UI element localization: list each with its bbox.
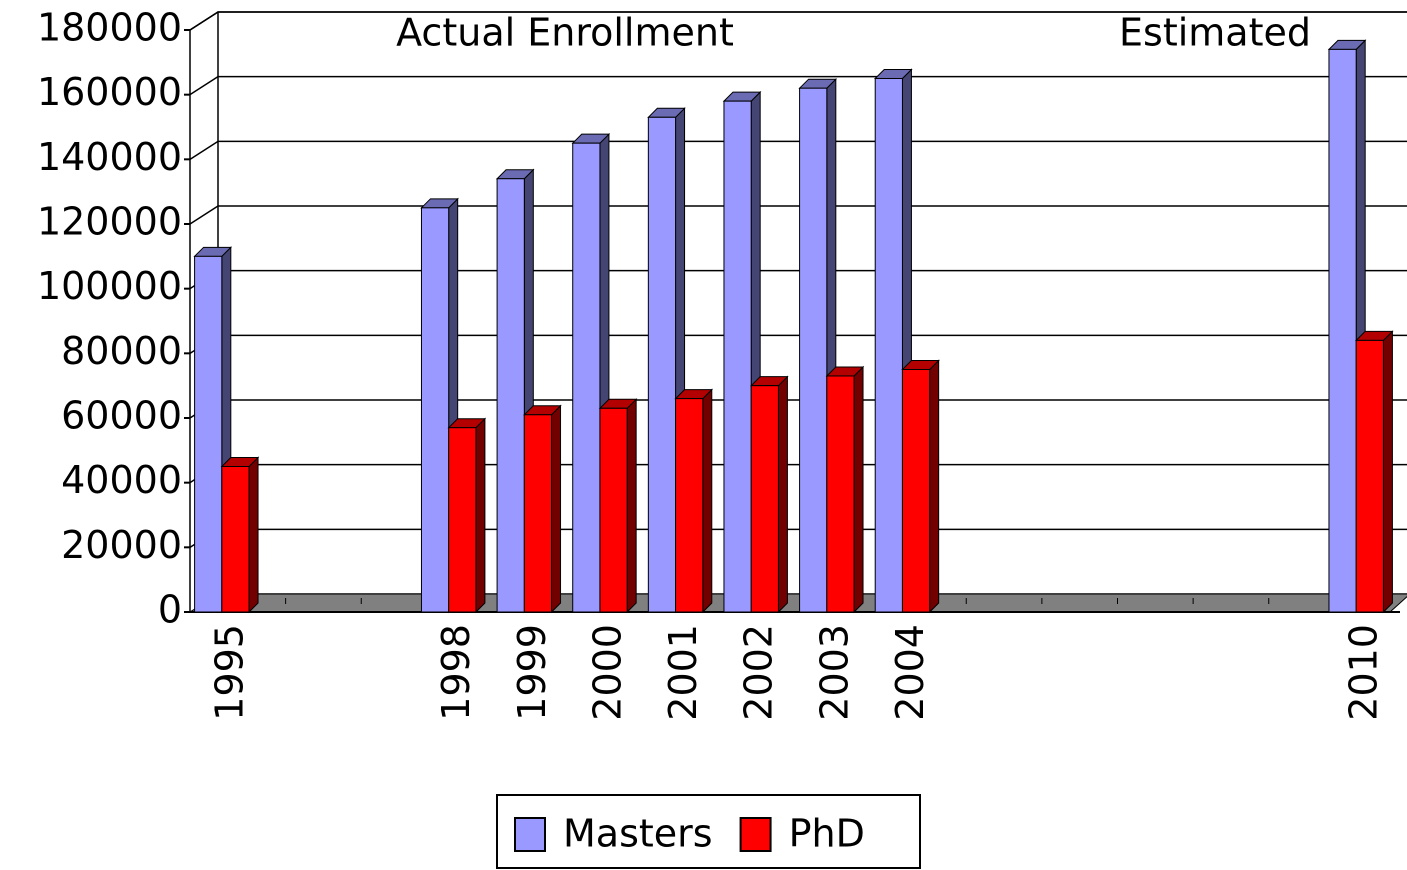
bar-side [777, 375, 788, 614]
x-tick-label: 2003 [812, 624, 856, 721]
bar [523, 414, 553, 613]
x-tick-label: 2002 [737, 624, 781, 721]
annotation: Actual Enrollment [396, 11, 734, 55]
x-tick-label: 1995 [207, 624, 251, 721]
legend-label: Masters [563, 812, 713, 856]
bar [496, 178, 525, 613]
legend-label: PhD [789, 812, 865, 856]
y-tick-label: 60000 [61, 394, 182, 438]
y-tick-label: 0 [158, 588, 182, 632]
bar-side [626, 398, 637, 614]
bar [448, 427, 477, 613]
bar [599, 407, 628, 613]
y-tick-label: 80000 [61, 329, 182, 373]
bar [1328, 48, 1357, 613]
legend-box [496, 794, 921, 869]
bar-side [702, 388, 713, 614]
legend-swatch [514, 817, 546, 852]
bar [572, 142, 601, 613]
y-tick-label: 180000 [37, 6, 182, 50]
grid-line [189, 205, 219, 225]
x-tick-label: 2010 [1342, 624, 1386, 721]
x-tick-label: 1998 [434, 624, 478, 721]
x-tick-label: 2000 [585, 624, 629, 721]
bar [799, 87, 828, 613]
bar [826, 375, 855, 613]
y-tick-label: 140000 [37, 135, 182, 179]
bar-side [929, 359, 940, 614]
bar [647, 116, 677, 613]
y-tick-label: 40000 [61, 458, 182, 502]
bar [723, 100, 752, 613]
legend-swatch [739, 817, 772, 852]
y-tick-label: 120000 [37, 200, 182, 244]
x-tick-label: 2001 [661, 624, 705, 721]
bar [750, 385, 779, 613]
grid-line [189, 76, 219, 96]
bar-side [475, 417, 486, 614]
bar-side [853, 365, 864, 614]
bar [221, 466, 250, 613]
bar [874, 78, 903, 613]
grid-line [189, 11, 219, 31]
bar [194, 255, 223, 613]
floor [188, 593, 1407, 613]
bar-side [1382, 330, 1393, 614]
bar [675, 398, 704, 613]
x-tick-label: 2004 [888, 624, 932, 721]
annotation: Estimated [1119, 11, 1311, 55]
bar-side [248, 456, 259, 614]
bar [1355, 339, 1384, 613]
bar-side [551, 404, 562, 614]
y-tick-label: 100000 [37, 264, 182, 308]
grid-line [189, 140, 219, 160]
x-tick-label: 1999 [510, 624, 554, 721]
bar [901, 369, 931, 613]
bar [420, 207, 450, 613]
y-tick-label: 160000 [37, 70, 182, 114]
y-tick-label: 20000 [61, 523, 182, 567]
